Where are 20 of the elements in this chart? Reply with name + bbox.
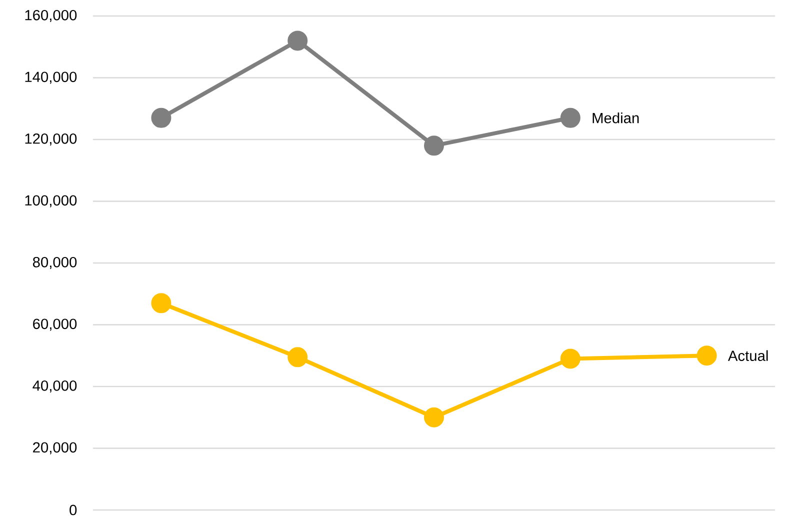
y-tick-label: 120,000 bbox=[25, 133, 77, 146]
point bbox=[151, 108, 172, 128]
y-tick-label: 60,000 bbox=[33, 318, 77, 331]
point bbox=[288, 30, 308, 51]
y-tick-label: 40,000 bbox=[32, 380, 77, 393]
point bbox=[151, 293, 172, 314]
series-label: Median bbox=[592, 112, 639, 124]
point bbox=[560, 108, 580, 128]
y-tick-label: 100,000 bbox=[25, 195, 77, 208]
y-tick-label: 80,000 bbox=[32, 256, 77, 270]
point bbox=[288, 347, 308, 368]
y-tick-label: 20,000 bbox=[33, 442, 77, 454]
y-tick-label: 0 bbox=[70, 504, 77, 516]
point bbox=[424, 407, 444, 428]
point bbox=[696, 346, 717, 366]
point bbox=[560, 348, 580, 369]
point bbox=[424, 136, 444, 156]
y-tick-label: 140,000 bbox=[25, 72, 77, 84]
y-tick-label: 160,000 bbox=[25, 10, 77, 22]
series-label: Actual bbox=[728, 350, 768, 361]
